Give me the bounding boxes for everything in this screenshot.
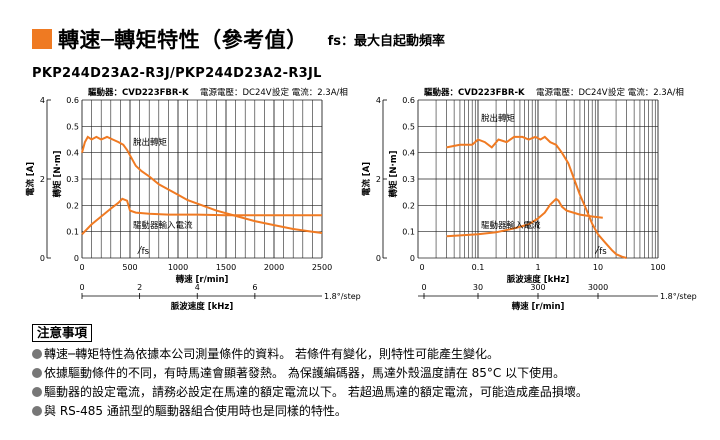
- y-tick-label-torque: 0.4: [402, 149, 415, 158]
- model-number: PKP244D23A2-R3J/PKP244D23A2-R3JL: [32, 66, 322, 81]
- annotation-input-current: 驅動器輸入電流: [481, 220, 541, 231]
- title-row: 轉速─轉矩特性（參考值） fs：最大自起動頻率: [32, 24, 445, 54]
- chart-current-setting-label: 設定 電流：2.3A/相: [272, 87, 348, 98]
- secondary-tick-label: 4: [195, 283, 200, 292]
- bullet-icon: [32, 368, 42, 378]
- x-tick-label: 100: [650, 263, 665, 272]
- y-tick-label-torque: 0.2: [66, 201, 79, 210]
- secondary-axis-label: 脈波速度 [kHz]: [171, 301, 234, 312]
- secondary-tick-label: 3000: [588, 283, 608, 292]
- y-tick-label-torque: 0: [74, 254, 79, 263]
- y-tick-label-torque: 0.3: [66, 175, 79, 184]
- y-tick-label-torque: 0.1: [402, 228, 415, 237]
- chart-current-setting-label: 設定 電流：2.3A/相: [608, 87, 684, 98]
- y-tick-label-torque: 0.1: [66, 228, 79, 237]
- chart-voltage-label: 電源電壓：DC24V: [200, 88, 272, 98]
- y-axis-label-current: 電流 [A]: [25, 162, 36, 196]
- x-tick-label: 2500: [312, 263, 332, 272]
- bullet-icon: [32, 349, 42, 359]
- chart-driver-label: 驅動器：CVD223FBR-K: [424, 87, 525, 98]
- y-tick-label-torque: 0.5: [402, 122, 415, 131]
- note-text: 依據驅動條件的不同，有時馬達會顯著發熱。 為保護編碼器，馬達外殼溫度請在 85°…: [44, 366, 566, 380]
- x-tick-label: 0.1: [472, 263, 485, 272]
- note-text: 驅動器的設定電流，請務必設定在馬達的額定電流以下。 若超過馬達的額定電流，可能造…: [44, 385, 588, 399]
- fs-leader-line: [137, 245, 142, 255]
- secondary-tick-label: 30: [473, 283, 483, 292]
- x-tick-label: 1000: [168, 263, 188, 272]
- note-text: 與 RS-485 通訊型的驅動器組合使用時也是同樣的特性。: [44, 404, 347, 418]
- note-item: 驅動器的設定電流，請務必設定在馬達的額定電流以下。 若超過馬達的額定電流，可能造…: [32, 383, 692, 402]
- series-line-pullout-torque: [81, 135, 323, 234]
- y-tick-label-current: 0: [376, 254, 381, 263]
- secondary-tick-label: 300: [530, 283, 545, 292]
- y-tick-label-current: 0: [40, 254, 45, 263]
- bullet-icon: [32, 406, 42, 416]
- annotation-input-current: 驅動器輸入電流: [133, 220, 193, 231]
- y-axis-label-torque: 轉矩 [N·m]: [388, 150, 399, 197]
- y-tick-label-torque: 0.6: [402, 96, 415, 105]
- note-item: 轉速─轉矩特性為依據本公司測量條件的資料。 若條件有變化，則特性可能產生變化。: [32, 345, 692, 364]
- y-axis-label-torque: 轉矩 [N·m]: [52, 150, 63, 197]
- chart-driver-label: 驅動器：CVD223FBR-K: [88, 87, 189, 98]
- y-tick-label-torque: 0.5: [66, 122, 79, 131]
- title-fs-note: fs：最大自起動頻率: [327, 33, 446, 49]
- chart-voltage-label: 電源電壓：DC24V: [536, 88, 608, 98]
- secondary-tick-label: 0: [79, 283, 84, 292]
- annotation-pullout-torque: 脫出轉矩: [133, 137, 168, 148]
- y-tick-label-current: 2: [376, 175, 381, 184]
- y-tick-label-torque: 0.3: [402, 175, 415, 184]
- secondary-tick-label: 2: [137, 283, 142, 292]
- title-marker-square: [32, 29, 52, 49]
- x-tick-label: 0: [79, 263, 84, 272]
- y-tick-label-current: 4: [40, 96, 45, 105]
- x-tick-label: 10: [593, 263, 603, 272]
- y-tick-label-torque: 0: [410, 254, 415, 263]
- series-line-pullout-torque: [446, 135, 627, 259]
- note-text: 轉速─轉矩特性為依據本公司測量條件的資料。 若條件有變化，則特性可能產生變化。: [44, 347, 500, 361]
- secondary-tick-label: 6: [252, 283, 257, 292]
- secondary-tick-label: 0: [421, 283, 426, 292]
- x-tick-label: 0: [419, 263, 424, 272]
- bullet-icon: [32, 387, 42, 397]
- series-line-input-current: [81, 197, 322, 235]
- series-line-input-current: [446, 197, 603, 238]
- x-axis-label: 脈波速度 [kHz]: [507, 274, 570, 285]
- y-axis-label-current: 電流 [A]: [361, 162, 372, 196]
- y-tick-label-torque: 0.2: [402, 201, 415, 210]
- page-title: 轉速─轉矩特性（參考值）: [58, 28, 308, 52]
- y-tick-label-current: 2: [40, 175, 45, 184]
- annotation-pullout-torque: 脫出轉矩: [481, 113, 516, 124]
- notes-section: 注意事項 轉速─轉矩特性為依據本公司測量條件的資料。 若條件有變化，則特性可能產…: [32, 324, 692, 421]
- note-item: 與 RS-485 通訊型的驅動器組合使用時也是同樣的特性。: [32, 402, 692, 421]
- x-tick-label: 1: [535, 263, 540, 272]
- note-item: 依據驅動條件的不同，有時馬達會顯著發熱。 為保護編碼器，馬達外殼溫度請在 85°…: [32, 364, 692, 383]
- x-tick-label: 2000: [264, 263, 284, 272]
- secondary-axis-step-note: 1.8°/step: [324, 292, 361, 301]
- x-tick-label: 500: [122, 263, 137, 272]
- annotation-fs: fs: [599, 247, 607, 257]
- secondary-axis-label: 轉速 [r/min]: [512, 301, 565, 312]
- y-tick-label-current: 4: [376, 96, 381, 105]
- secondary-axis-step-note: 1.8°/step: [660, 292, 697, 301]
- annotation-fs: fs: [142, 247, 150, 257]
- x-axis-label: 轉速 [r/min]: [176, 274, 229, 285]
- x-tick-label: 1500: [216, 263, 236, 272]
- fs-leader-line: [594, 245, 600, 255]
- y-tick-label-torque: 0.6: [66, 96, 79, 105]
- notes-heading: 注意事項: [32, 324, 93, 342]
- y-tick-label-torque: 0.4: [66, 149, 79, 158]
